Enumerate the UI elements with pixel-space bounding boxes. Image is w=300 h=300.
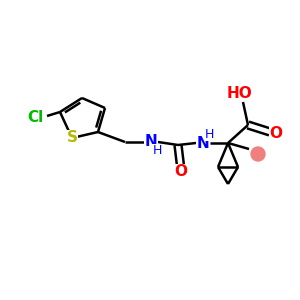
Text: O: O — [269, 125, 283, 140]
Text: O: O — [175, 164, 188, 179]
Text: HO: HO — [226, 85, 252, 100]
Text: Cl: Cl — [27, 110, 43, 124]
Text: N: N — [145, 134, 158, 149]
Circle shape — [251, 147, 265, 161]
Text: H: H — [152, 145, 162, 158]
Text: H: H — [204, 128, 214, 140]
Text: S: S — [67, 130, 77, 146]
Text: N: N — [196, 136, 209, 151]
